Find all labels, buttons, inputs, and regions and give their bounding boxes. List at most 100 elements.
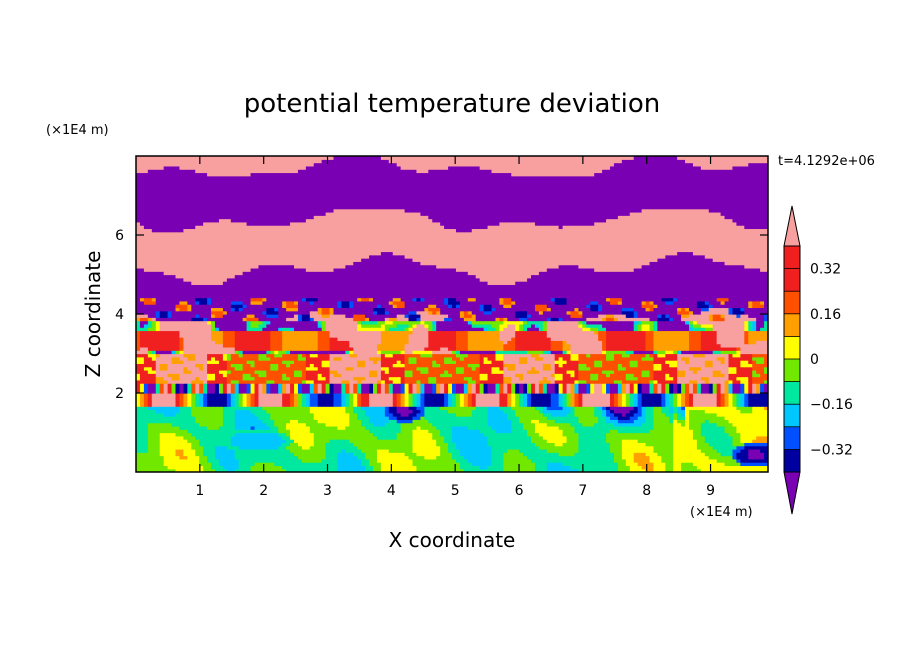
field-cell [673, 406, 678, 411]
field-cell [436, 379, 441, 384]
field-cell [428, 419, 433, 424]
field-cell [329, 468, 335, 472]
field-cell [625, 373, 631, 378]
field-cell [147, 369, 153, 374]
field-cell [610, 468, 615, 472]
field-cell [527, 383, 532, 388]
field-cell [246, 389, 252, 394]
field-cell [282, 429, 287, 434]
field-cell [384, 386, 390, 391]
field-cell [424, 409, 429, 414]
field-cell [444, 465, 449, 470]
field-cell [594, 416, 599, 420]
field-cell [448, 376, 453, 381]
field-cell [617, 379, 623, 384]
field-cell [400, 458, 406, 463]
field-cell [700, 425, 706, 430]
field-cell [562, 439, 568, 443]
field-cell [258, 445, 263, 450]
field-cell [384, 452, 390, 457]
field-cell [578, 462, 583, 467]
field-cell [685, 379, 690, 384]
field-cell [357, 383, 362, 388]
field-cell [404, 379, 410, 384]
field-cell [270, 393, 275, 397]
field-cell [436, 399, 441, 404]
field-cell [325, 439, 331, 443]
field-cell [748, 386, 753, 391]
field-cell [436, 412, 441, 417]
field-cell [246, 425, 252, 430]
field-cell [396, 425, 402, 430]
field-cell [404, 445, 410, 450]
field-cell [760, 455, 765, 460]
field-cell [199, 468, 204, 472]
field-cell [159, 422, 165, 427]
field-cell [483, 393, 489, 397]
field-cell [246, 442, 252, 447]
field-cell [732, 468, 737, 472]
field-cell [475, 419, 481, 424]
field-cell [712, 422, 718, 427]
field-cell [175, 468, 181, 472]
field-cell [590, 465, 595, 470]
field-cell [455, 419, 461, 424]
field-cell [566, 379, 572, 384]
field-cell [159, 429, 165, 434]
field-cell [230, 389, 236, 394]
field-cell [448, 402, 453, 407]
field-cell [313, 386, 319, 391]
field-cell [519, 369, 524, 374]
field-cell [258, 435, 263, 440]
field-cell [147, 435, 153, 440]
field-cell [341, 406, 346, 411]
field-cell [325, 376, 331, 381]
field-cell [420, 448, 425, 453]
field-cell [226, 402, 232, 407]
field-cell [760, 448, 765, 453]
field-cell [428, 465, 433, 470]
field-cell [337, 419, 342, 424]
field-cell [617, 422, 623, 427]
field-cell [365, 369, 370, 374]
field-cell [511, 445, 516, 450]
field-cell [226, 455, 232, 460]
field-cell [171, 422, 177, 427]
field-cell [159, 406, 165, 411]
field-cell [365, 396, 370, 401]
field-cell [752, 462, 757, 467]
field-cell [700, 448, 706, 453]
field-cell [606, 383, 611, 388]
field-cell [175, 393, 181, 397]
field-cell [412, 435, 418, 440]
field-cell [163, 445, 169, 450]
field-cell [475, 429, 481, 434]
field-cell [534, 396, 540, 401]
field-cell [467, 383, 473, 388]
field-cell [503, 465, 508, 470]
field-cell [234, 442, 240, 447]
field-cell [455, 402, 461, 407]
field-cell [712, 373, 718, 378]
field-cell [720, 422, 726, 427]
field-cell [230, 376, 236, 381]
field-cell [732, 425, 737, 430]
field-cell [491, 396, 497, 401]
field-cell [527, 468, 532, 472]
field-cell [325, 406, 331, 411]
field-cell [582, 416, 587, 420]
field-cell [207, 373, 212, 378]
field-cell [444, 439, 449, 443]
field-cell [669, 455, 674, 460]
field-cell [278, 442, 283, 447]
field-cell [546, 458, 552, 463]
field-cell [234, 452, 240, 457]
field-cell [376, 386, 382, 391]
field-cell [685, 455, 690, 460]
field-cell [613, 369, 619, 374]
field-cell [345, 419, 350, 424]
field-cell [633, 458, 639, 463]
field-cell [270, 445, 275, 450]
field-cell [665, 468, 670, 472]
field-cell [645, 416, 651, 420]
